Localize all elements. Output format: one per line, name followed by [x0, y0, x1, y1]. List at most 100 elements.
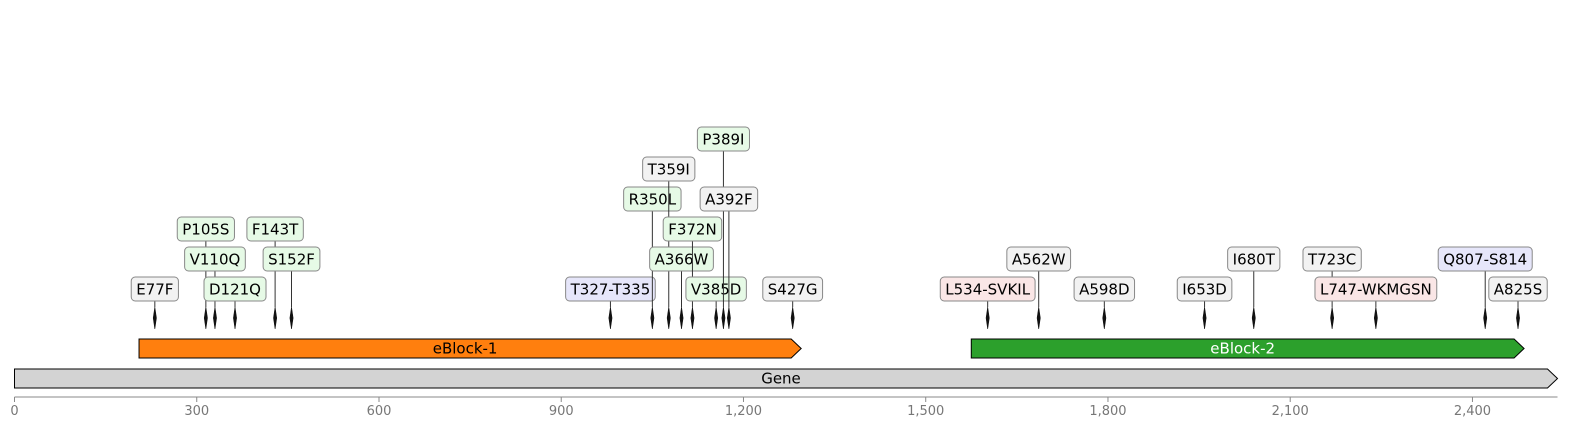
mutation-marker	[1102, 306, 1107, 330]
mutation-marker	[726, 306, 731, 330]
mutation-label: A392F	[699, 186, 759, 212]
mutation-label-text: F372N	[668, 221, 716, 239]
mutation-label: A366W	[649, 246, 714, 272]
mutation-label-box	[1437, 246, 1533, 272]
mutation-label: T327-T335	[565, 276, 656, 302]
mutation-label-text: T723C	[1307, 251, 1356, 269]
mutation-label-box	[1176, 276, 1233, 302]
axis-tick-label: 1,500	[907, 404, 944, 419]
mutation-label: D121Q	[203, 276, 267, 302]
mutation-marker	[1373, 306, 1378, 330]
mutation-label-text: E77F	[136, 281, 173, 299]
mutation-label: A562W	[1006, 246, 1072, 272]
mutation-label: S427G	[762, 276, 824, 302]
mutation-label-text: I653D	[1182, 281, 1227, 299]
mutation-label-box	[184, 246, 246, 272]
mutation-label-text: A366W	[655, 251, 709, 269]
mutation-label-box	[1302, 246, 1362, 272]
mutation-marker	[1251, 306, 1256, 330]
mutation-label-box	[176, 216, 235, 242]
feature-track: Gene eBlock-1 eBlock-2	[14, 338, 1559, 389]
mutation-label-box	[1227, 246, 1281, 272]
axis-tick-label: 2,400	[1454, 404, 1491, 419]
position-axis: 0 300 600 900 1,200 1,500 1,800 2,100 2,400	[10, 396, 1558, 419]
feature-arrow-eblock-1	[138, 338, 802, 359]
mutation-label-text: L534-SVKIL	[945, 281, 1030, 299]
mutation-label-box	[762, 276, 824, 302]
feature-arrow-eblock-2	[970, 338, 1525, 359]
mutation-label-text: V385D	[691, 281, 741, 299]
mutation-label-box	[623, 186, 682, 212]
axis-tick-label: 900	[549, 404, 574, 419]
mutation-marker	[1330, 306, 1335, 330]
mutation-label-text: A562W	[1012, 251, 1066, 269]
mutation-marker	[152, 306, 157, 330]
mutation-marker	[690, 306, 695, 330]
axis-tick-label: 1,800	[1089, 404, 1126, 419]
mutation-track: E77F P105S V110Q D121Q F143T S152F T327-T335 R3…	[130, 126, 1548, 330]
mutation-label-box	[685, 276, 747, 302]
mutation-label-text: F143T	[252, 221, 299, 239]
mutation-marker	[203, 306, 208, 330]
mutation-label-box	[939, 276, 1036, 302]
mutation-marker	[1202, 306, 1207, 330]
mutation-label: F372N	[662, 216, 723, 242]
mutation-marker	[790, 306, 795, 330]
mutation-label: T723C	[1302, 246, 1362, 272]
mutation-label: F143T	[246, 216, 304, 242]
feature-label-gene: Gene	[761, 370, 801, 388]
mutation-label-box	[130, 276, 179, 302]
mutation-marker	[666, 306, 671, 330]
mutation-label-box	[1006, 246, 1072, 272]
mutation-label: V110Q	[184, 246, 246, 272]
axis-tick-label: 2,100	[1272, 404, 1309, 419]
mutation-label-text: D121Q	[209, 281, 261, 299]
axis-tick-label: 0	[10, 404, 18, 419]
mutation-label: I653D	[1176, 276, 1233, 302]
mutation-label-box	[662, 216, 723, 242]
mutation-marker	[289, 306, 294, 330]
mutation-label: V385D	[685, 276, 747, 302]
mutation-label-text: L747-WKMGSN	[1320, 281, 1432, 299]
mutation-marker	[608, 306, 613, 330]
mutation-label-text: V110Q	[190, 251, 241, 269]
mutation-marker	[721, 306, 726, 330]
feature-label-eblock-2: eBlock-2	[1210, 340, 1275, 358]
mutation-marker	[679, 306, 684, 330]
feature-label-eblock-1: eBlock-1	[433, 340, 498, 358]
mutation-label: S152F	[262, 246, 321, 272]
mutation-label-text: I680T	[1233, 251, 1276, 269]
mutation-label: Q807-S814	[1437, 246, 1533, 272]
mutation-label: I680T	[1227, 246, 1281, 272]
axis-tick-label: 600	[367, 404, 392, 419]
feature-arrow-gene	[14, 368, 1559, 389]
mutation-marker	[273, 306, 278, 330]
mutation-label-box	[246, 216, 304, 242]
mutation-label-text: T327-T335	[570, 281, 651, 299]
mutation-label-box	[649, 246, 714, 272]
mutation-label: R350L	[623, 186, 682, 212]
mutation-label-text: P105S	[182, 221, 229, 239]
mutation-marker	[213, 306, 217, 330]
mutation-label-text: Q807-S814	[1443, 251, 1527, 269]
mutation-label-box	[262, 246, 321, 272]
mutation-label-box	[1073, 276, 1136, 302]
mutation-label-text: S427G	[768, 281, 818, 299]
mutation-label-text: A392F	[705, 191, 753, 209]
mutation-label-text: R350L	[629, 191, 677, 209]
axis-tick-label: 300	[184, 404, 209, 419]
mutation-label-box	[203, 276, 267, 302]
mutation-label-text: A598D	[1079, 281, 1129, 299]
mutation-label-text: S152F	[268, 251, 315, 269]
mutation-label: T359I	[642, 156, 696, 182]
mutation-label: P389I	[696, 126, 750, 152]
mutation-label: L747-WKMGSN	[1314, 276, 1438, 302]
mutation-label: L534-SVKIL	[939, 276, 1036, 302]
mutation-label-box	[699, 186, 759, 212]
mutation-label-box	[1488, 276, 1548, 302]
mutation-marker	[1483, 306, 1488, 330]
mutation-label-text: A825S	[1494, 281, 1542, 299]
mutation-marker	[233, 306, 237, 330]
mutation-marker	[1036, 306, 1041, 330]
